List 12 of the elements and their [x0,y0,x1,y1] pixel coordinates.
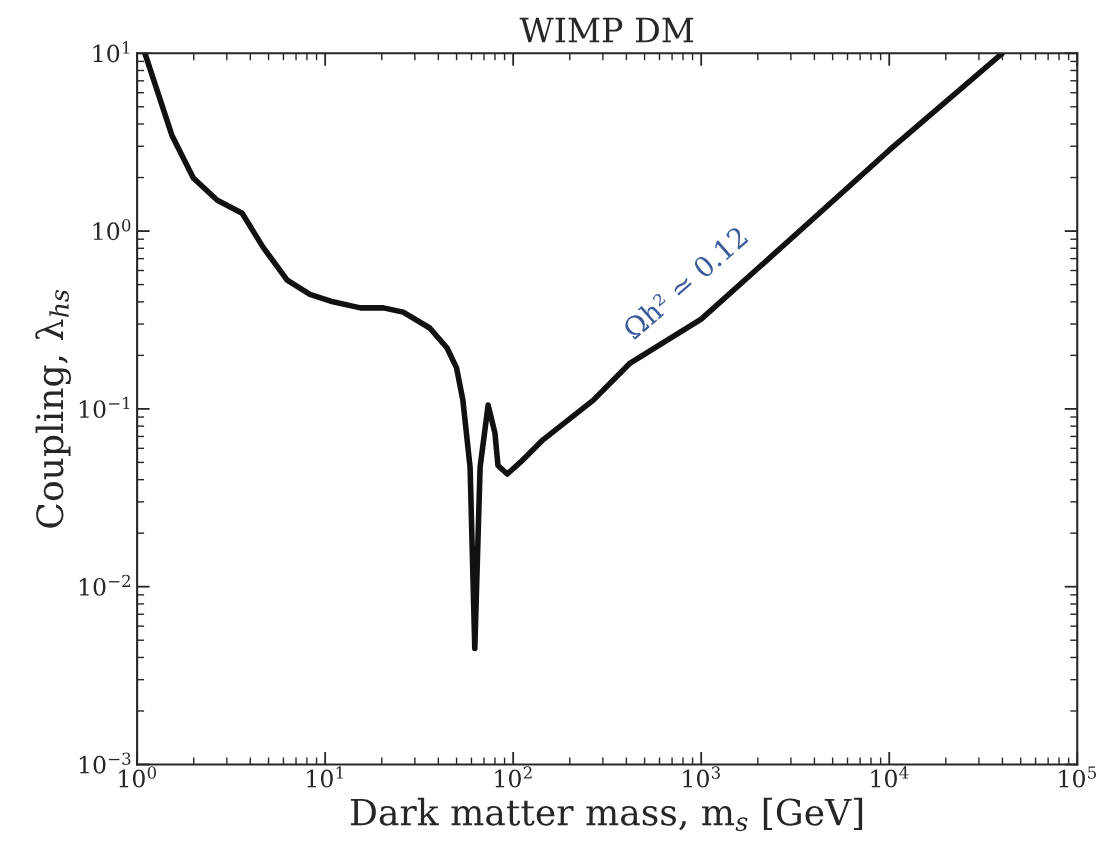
x-tick-label: 10$^{3}$ [683,766,720,788]
y-tick-label: 10$^{−1}$ [79,396,130,419]
y-tick-label: 10$^{1}$ [93,41,130,63]
x-tick-label: 10$^{5}$ [1059,766,1096,788]
x-tick-label: 10$^{4}$ [871,766,909,788]
y-tick-label: 10$^{0}$ [93,219,131,241]
x-tick-label: 10$^{1}$ [307,766,343,788]
y-axis-title: Coupling, λ$_{hs}$ [35,289,71,528]
x-axis-title: Dark matter mass, m$_{s}$ [GeV] [350,797,863,832]
y-tick-label: 10$^{−2}$ [79,574,131,596]
chart-title: WIMP DM [519,17,694,43]
x-tick-label: 10$^{2}$ [495,766,532,788]
